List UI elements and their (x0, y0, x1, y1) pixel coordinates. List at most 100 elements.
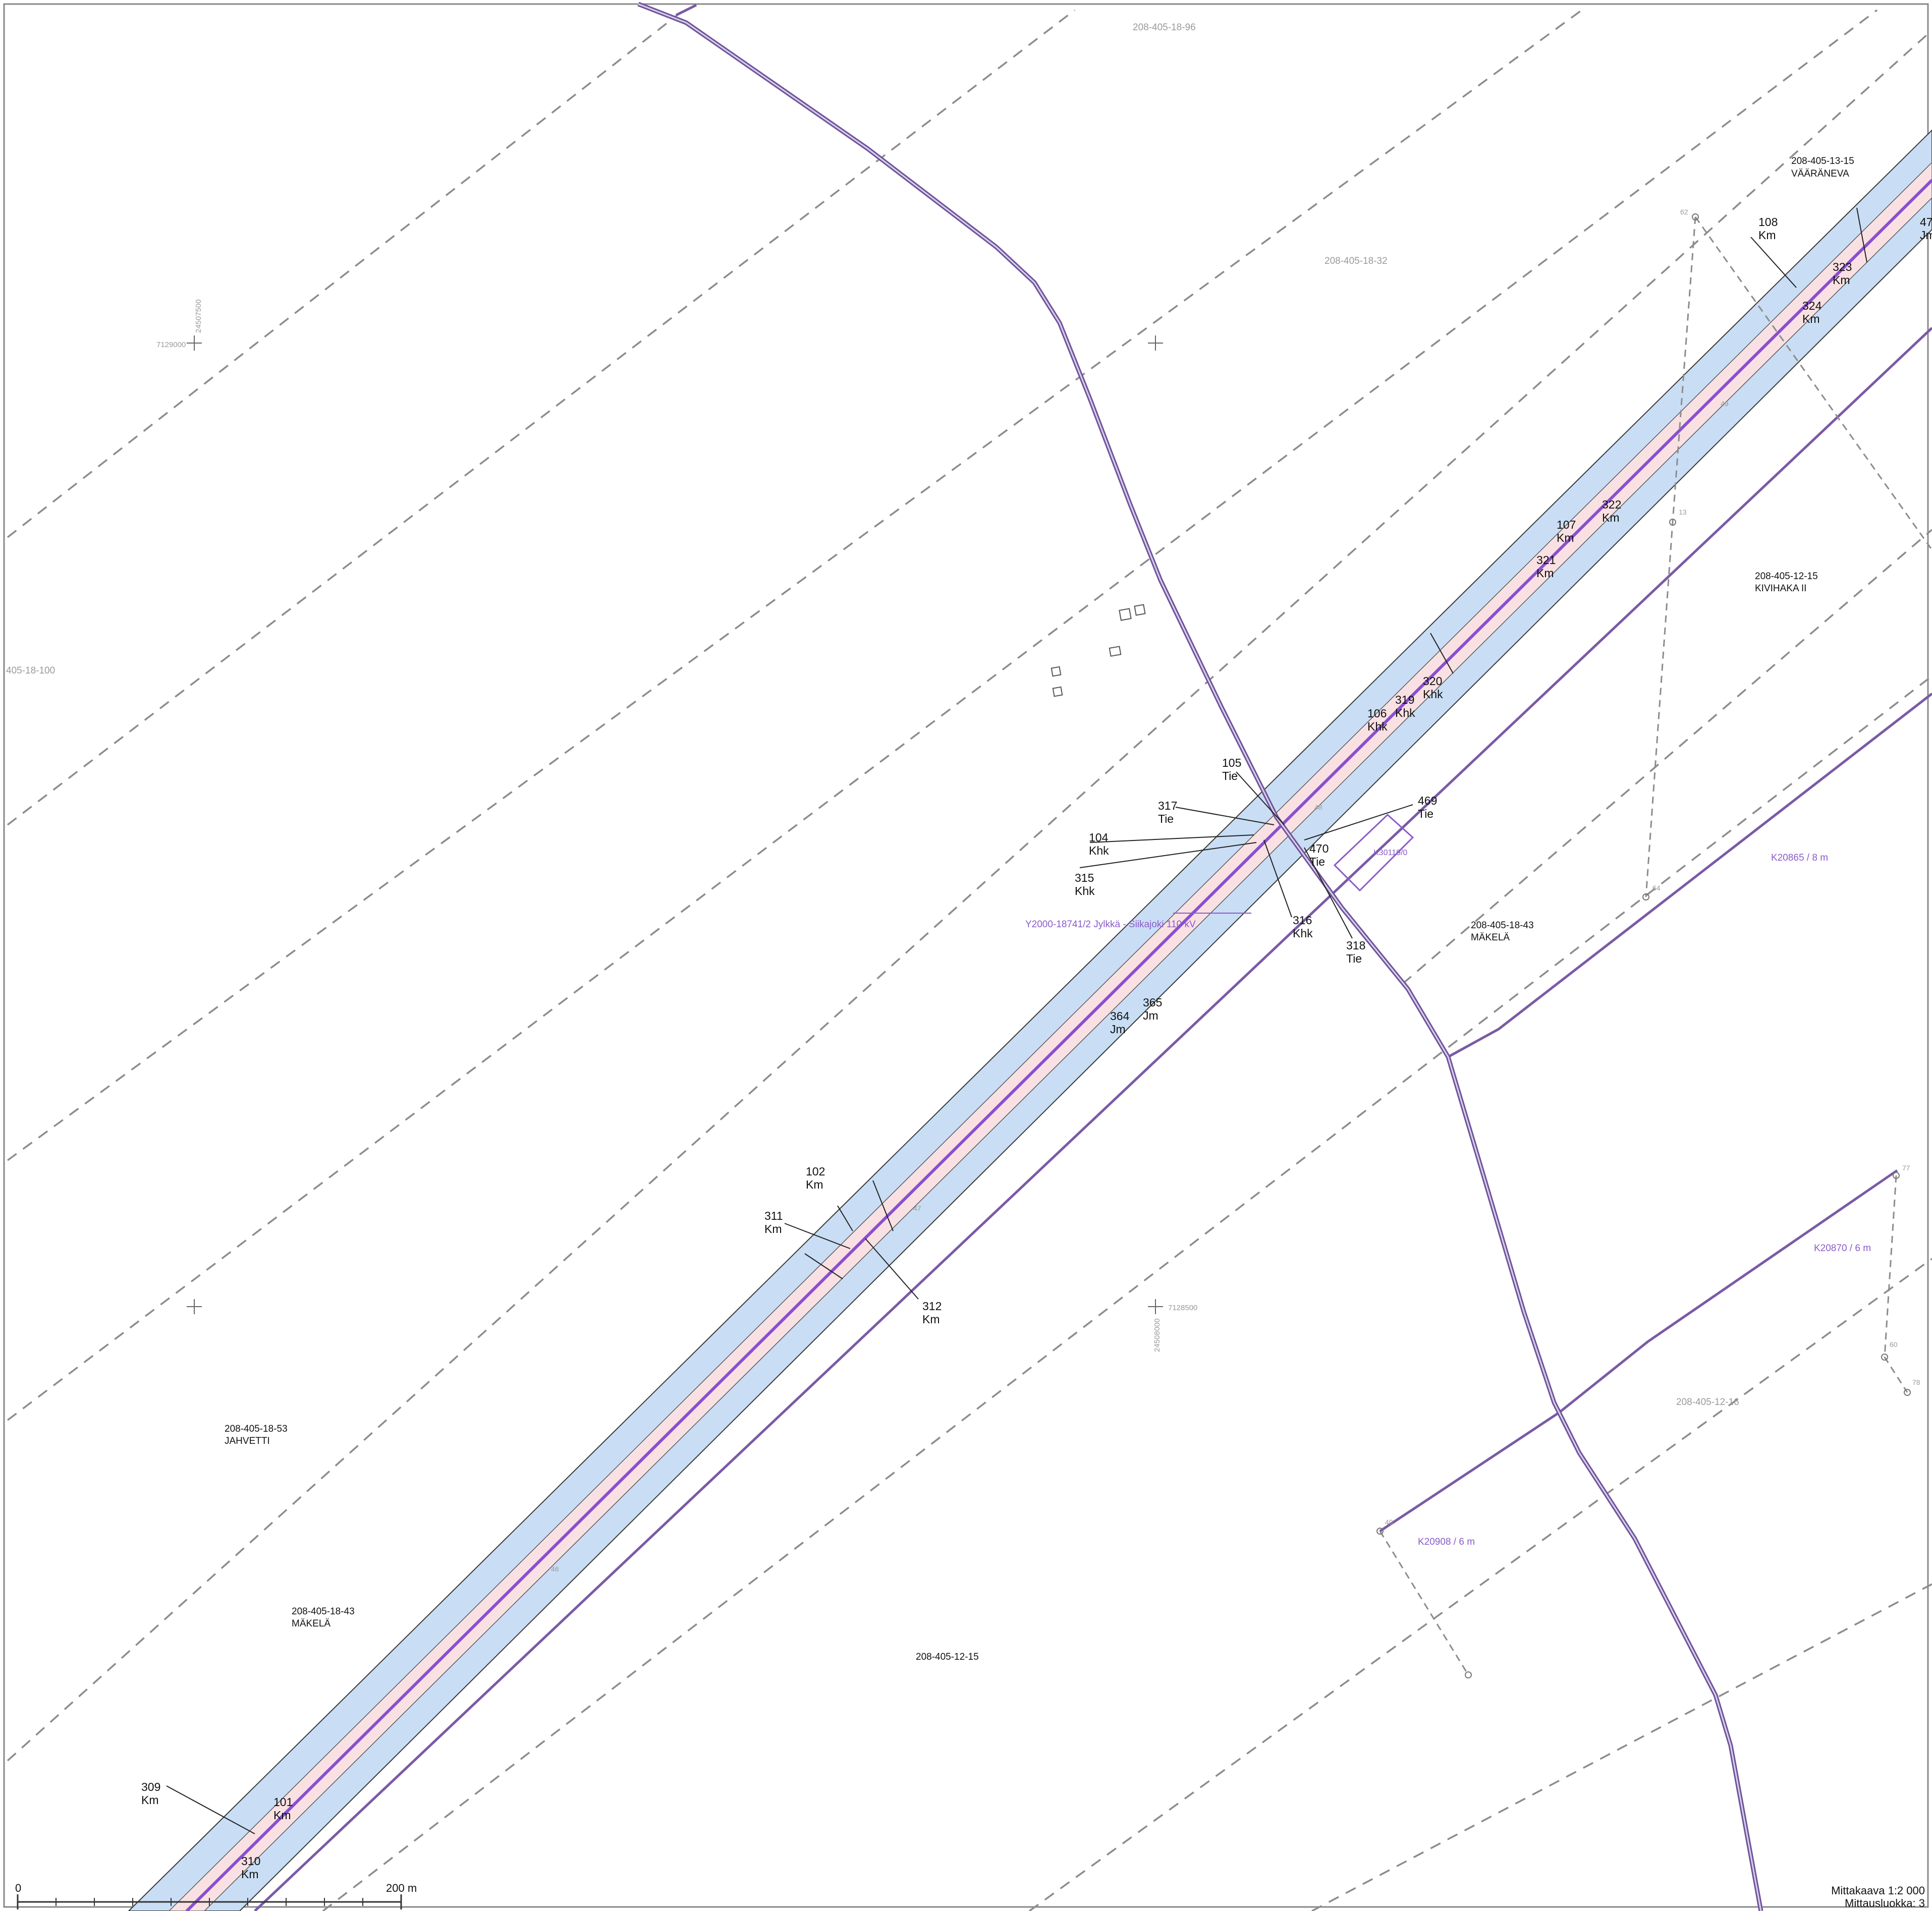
parcel-id: 208-405-12-15 (1755, 571, 1818, 582)
feature-code: Km (1536, 567, 1554, 580)
feature-number: 470 (1309, 842, 1329, 855)
label-leaders (166, 207, 1867, 1834)
feature-number: 322 (1602, 498, 1621, 511)
feature-number: 310 (241, 1854, 260, 1868)
feature-code: Km (1557, 531, 1574, 544)
easement-area-k30119 (1333, 813, 1414, 892)
feature-code: Km (1602, 511, 1620, 524)
parcel-id: 208-405-18-53 (225, 1424, 288, 1434)
easement-label: K20865 / 8 m (1771, 853, 1828, 863)
map-frame (3, 3, 1929, 1908)
feature-code: Km (241, 1868, 259, 1881)
feature-code: Jm (1143, 1009, 1158, 1022)
feature-code: Tie (1158, 812, 1174, 825)
dashed-boundaries (7, 9, 1932, 1911)
feature-number: 309 (141, 1780, 160, 1793)
northing-label-b: 7128500 (1168, 1304, 1197, 1312)
feature-code: Khk (1423, 688, 1443, 701)
feature-number: 364 (1110, 1009, 1130, 1023)
feature-code: Km (1802, 312, 1820, 325)
feature-number: 104 (1089, 831, 1109, 844)
corridor-inner-zone (168, 161, 1932, 1911)
scale-bar (17, 1894, 402, 1909)
parcel-name: VÄÄRÄNEVA (1791, 168, 1849, 179)
feature-code: Jm (1110, 1023, 1126, 1036)
feature-number: 318 (1346, 939, 1365, 952)
parcel-id: 208-405-13-15 (1791, 156, 1854, 166)
parcel-name: JAHVETTI (225, 1436, 270, 1446)
easting-label-b: 24508000 (1153, 1318, 1162, 1352)
point-number: 62 (1680, 208, 1688, 216)
feature-number: 315 (1075, 871, 1094, 884)
measure-class: Mittausluokka: 3 (1845, 1897, 1925, 1909)
corridor-edge-line (254, 327, 1932, 1911)
feature-number: 105 (1222, 756, 1241, 769)
feature-code: Km (273, 1809, 291, 1822)
parcel-name: MÄKELÄ (292, 1618, 330, 1629)
parcel-id: 208-405-12-15 (916, 1652, 979, 1662)
northing-label-a: 7129000 (156, 341, 186, 349)
point-number: 78 (1912, 1378, 1920, 1386)
survey-points (1376, 213, 1911, 1678)
small-buildings (1051, 604, 1146, 697)
power-line (185, 179, 1932, 1911)
feature-number: 319 (1395, 693, 1414, 706)
easement-label: K20908 / 6 m (1418, 1537, 1475, 1547)
feature-number: 323 (1833, 260, 1852, 273)
survey-point-lines (1379, 216, 1932, 1675)
point-number: 40 (1385, 1518, 1393, 1526)
feature-number: 101 (273, 1795, 293, 1809)
point-numbers: 62 13 64 77 60 78 40 46 47 48 49 (551, 208, 1920, 1573)
parcel-id: 405-18-100 (6, 665, 55, 676)
property-boundaries (675, 4, 1932, 1533)
point-number: 49 (1721, 400, 1729, 408)
feature-number: 107 (1557, 518, 1576, 531)
feature-labels: 108 Km 47 Jm 323 Km 324 Km 107 Km 322 Km… (141, 215, 1932, 1881)
map-scale: Mittakaava 1:2 000 (1831, 1884, 1925, 1897)
feature-code: Khk (1075, 884, 1095, 897)
easting-label-a: 24507500 (194, 299, 203, 333)
feature-number: 47 (1920, 215, 1932, 229)
feature-number: 312 (922, 1300, 942, 1313)
feature-number: 102 (806, 1165, 825, 1178)
parcel-id: 208-405-12-16 (1676, 1397, 1739, 1408)
feature-code: Tie (1222, 769, 1238, 782)
point-number: 13 (1679, 508, 1687, 516)
feature-number: 317 (1158, 799, 1177, 812)
easement-label: K30119/0 (1373, 849, 1407, 857)
parcel-id: 208-405-18-43 (292, 1606, 355, 1617)
feature-number: 311 (764, 1209, 783, 1222)
feature-number: 469 (1418, 794, 1437, 807)
parcel-name: MÄKELÄ (1471, 932, 1510, 943)
parcel-name: KIVIHAKA II (1755, 583, 1806, 594)
point-number: 48 (1314, 803, 1322, 811)
feature-code: Tie (1346, 952, 1362, 965)
feature-number: 320 (1423, 675, 1442, 688)
scale-bar-start: 0 (15, 1882, 21, 1894)
feature-code: Jm (1920, 229, 1932, 242)
point-number: 46 (551, 1565, 559, 1573)
feature-number: 108 (1758, 215, 1778, 229)
feature-number: 365 (1143, 996, 1162, 1009)
feature-code: Tie (1309, 855, 1325, 868)
feature-code: Km (922, 1313, 940, 1326)
easement-label: K20870 / 6 m (1814, 1243, 1871, 1254)
feature-code: Km (1758, 229, 1776, 242)
feature-code: Km (141, 1793, 159, 1807)
feature-number: 106 (1367, 707, 1387, 720)
feature-code: Km (764, 1222, 782, 1235)
feature-number: 316 (1293, 914, 1312, 927)
parcel-id: 208-405-18-43 (1471, 920, 1534, 931)
scale-bar-end: 200 m (386, 1882, 417, 1894)
feature-code: Khk (1293, 927, 1313, 940)
feature-code: Khk (1367, 720, 1388, 733)
parcel-id: 208-405-18-96 (1133, 22, 1196, 33)
feature-code: Khk (1395, 706, 1415, 719)
feature-code: Km (1833, 273, 1850, 287)
feature-code: Tie (1418, 807, 1433, 820)
point-number: 60 (1890, 1340, 1898, 1348)
easement-label: Y2000-18741/2 Jylkkä - Siikajoki 110 kV (1025, 919, 1196, 930)
corridor-outer-zone (128, 129, 1932, 1911)
point-number: 47 (913, 1204, 921, 1212)
